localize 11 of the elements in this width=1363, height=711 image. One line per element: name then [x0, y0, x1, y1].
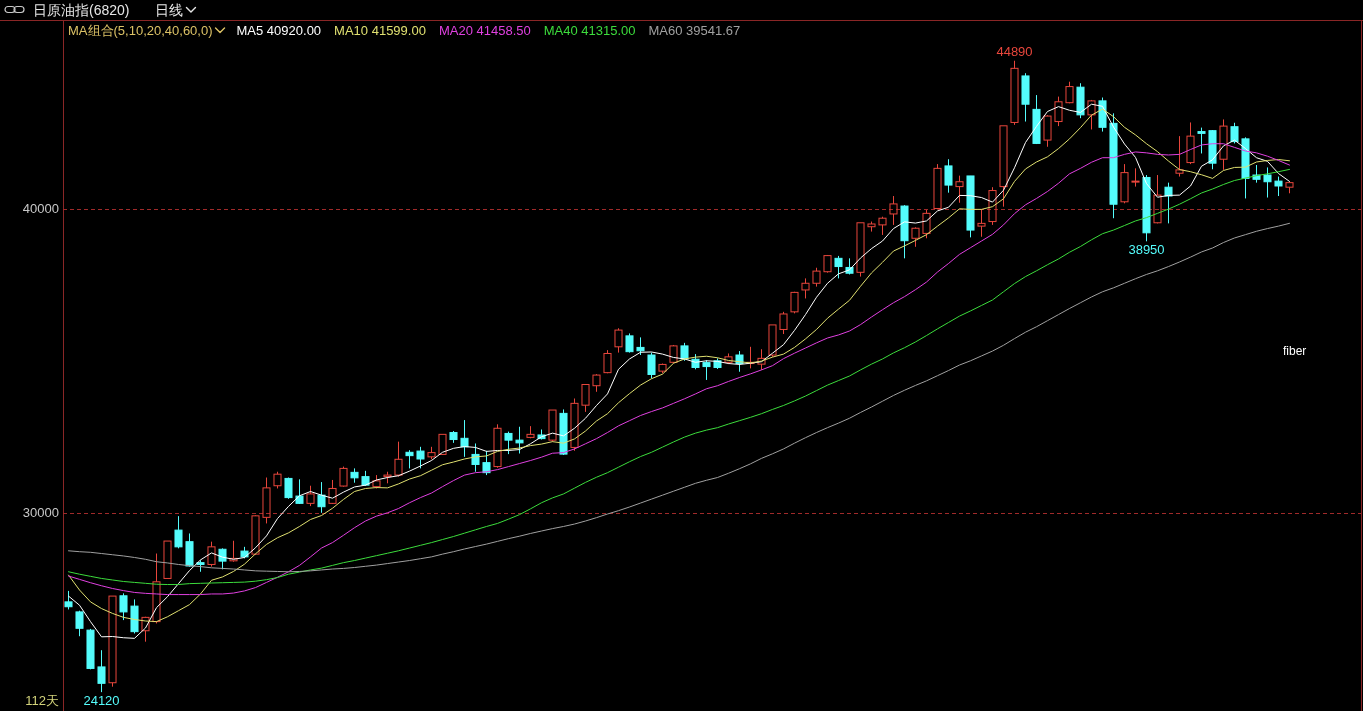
chart-title: 日原油指(6820)	[33, 2, 130, 18]
legend-title: MA组合(5,10,20,40,60,0)	[68, 23, 213, 38]
legend: MA5 40920.00 MA10 41599.00 MA20 41458.50 MA40 41315.00 MA60 39541.67	[236, 23, 741, 38]
annotation: 44890	[996, 43, 1033, 59]
annotation: fiber	[1283, 344, 1307, 358]
text: 112天	[25, 693, 59, 708]
annotation: 24120	[83, 693, 120, 709]
y-tick-label: 30000	[22, 504, 59, 520]
annotation: 38950	[1128, 242, 1165, 258]
chart-subtitle: 日线	[155, 2, 184, 18]
y-tick-label: 40000	[22, 200, 59, 216]
